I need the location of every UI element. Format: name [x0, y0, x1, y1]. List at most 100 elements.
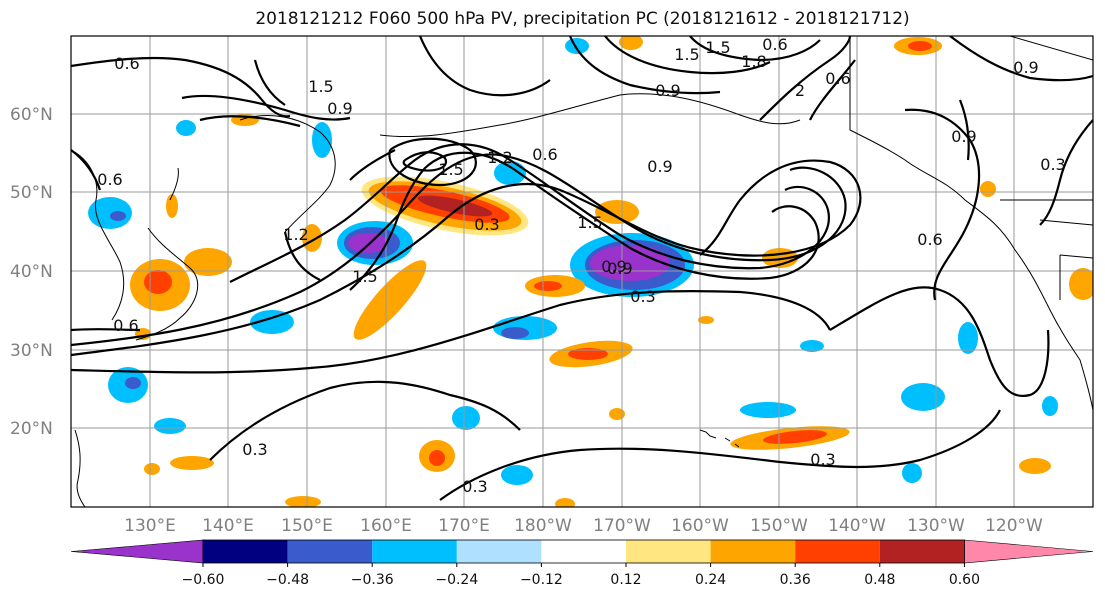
- pv-contours: [71, 36, 1093, 501]
- lon-label: 130°E: [124, 516, 176, 536]
- graticule: [71, 36, 1093, 507]
- coast-sakhalin: [169, 167, 179, 201]
- pos-anomaly-main-peak: [417, 195, 493, 217]
- contour-0.9-west: [71, 149, 102, 191]
- contour-north-1: [568, 36, 721, 95]
- contour-1.5-wave: [349, 151, 820, 291]
- colorbar-segment: [456, 540, 542, 563]
- neg-anomaly-far-east: [1042, 396, 1058, 416]
- contour-label: 0.6: [762, 35, 787, 54]
- pos-anomaly-small-1: [609, 408, 625, 420]
- contour-label: 0.3: [630, 287, 655, 306]
- lon-label: 170°W: [593, 516, 651, 536]
- neg-anomaly-south-japan-core: [125, 377, 141, 389]
- contour-1.2-north: [253, 59, 286, 106]
- neg-anomaly-main-peak: [590, 245, 670, 281]
- lat-label: 60°N: [10, 105, 53, 125]
- contour-closed-ring: [388, 137, 477, 187]
- pos-anomaly-korea-core: [144, 270, 172, 294]
- colorbar-arrow-high: [964, 539, 1094, 564]
- pos-anomaly-aleutian: [595, 200, 639, 224]
- map-frame: [70, 35, 1094, 508]
- pos-anomaly-central-core: [534, 281, 562, 291]
- pos-anomaly-south-central-core: [568, 348, 608, 360]
- lon-label: 180°W: [514, 516, 572, 536]
- contour-north-5: [809, 59, 856, 121]
- neg-anomaly-japan-sea: [88, 197, 132, 229]
- pos-anomaly-east-pacific: [1019, 458, 1051, 474]
- neg-anomaly-aleutian: [494, 161, 526, 185]
- colorbar-segment: [203, 540, 288, 563]
- lon-label: 120°W: [985, 516, 1043, 536]
- contour-label: 1.8: [741, 52, 766, 71]
- neg-anomaly-nw: [176, 120, 196, 136]
- lon-label: 170°E: [438, 516, 490, 536]
- coast-hawaii: [699, 429, 740, 448]
- lat-label: 30°N: [10, 341, 53, 361]
- contour-seg-1: [349, 149, 396, 181]
- contour-label: 0.9: [607, 259, 632, 278]
- colorbar-label: 0.36: [780, 572, 811, 588]
- contour-label: 0.9: [647, 157, 672, 176]
- contour-closed-small: [402, 151, 448, 172]
- neg-anomaly-east-coast: [958, 322, 978, 354]
- contour-0.9-nw: [199, 115, 301, 128]
- coast-aleutians: [379, 93, 801, 138]
- pos-anomaly-japan: [184, 248, 232, 276]
- contour-label: 0.3: [1040, 155, 1065, 174]
- state-borders: [1039, 219, 1093, 300]
- colorbar-segment: [795, 540, 880, 563]
- lon-label: 150°E: [281, 516, 333, 536]
- contour-label: 1.2: [487, 148, 512, 167]
- colorbar-segment: [710, 540, 796, 563]
- lat-label: 20°N: [10, 419, 53, 439]
- contour-0.3-east: [829, 286, 1050, 398]
- contour-label: 1.2: [283, 225, 308, 244]
- longitude-labels: 130°E 140°E 150°E 160°E 170°E 180°W 170°W 160°W…: [124, 516, 1043, 536]
- coast-kamchatka: [239, 115, 336, 233]
- colorbar-segment: [372, 540, 457, 563]
- lon-label: 130°W: [907, 516, 965, 536]
- pos-anomaly-west-band: [353, 260, 427, 340]
- contour-label: 0.9: [327, 99, 352, 118]
- neg-anomaly-hawaii-north: [740, 402, 796, 418]
- contour-label: 0.6: [97, 170, 122, 189]
- contour-label: 0.6: [114, 54, 139, 73]
- contour-label: 0.3: [242, 440, 267, 459]
- neg-anomaly-kamchatka: [312, 122, 332, 158]
- colorbar-segment: [287, 540, 373, 563]
- pos-anomaly-bottom: [285, 496, 321, 507]
- neg-anomaly-east: [901, 383, 945, 411]
- colorbar-segment: [879, 540, 965, 563]
- contour-label: 1.5: [352, 267, 377, 286]
- contour-label: 1.5: [674, 45, 699, 64]
- colorbar-segment: [541, 540, 626, 563]
- border-canada-1: [1009, 36, 1093, 61]
- contour-label: 0.9: [951, 127, 976, 146]
- contour-0.3-south: [71, 289, 831, 374]
- colorbar-outline: [202, 539, 965, 564]
- contour-0.6-wave: [71, 159, 862, 357]
- coast-japan: [135, 227, 199, 341]
- contour-0.6-east: [904, 108, 981, 301]
- colorbar-label: 0.60: [949, 572, 980, 588]
- neg-anomaly-japan-sea-core: [110, 211, 126, 221]
- neg-anomaly-south-central: [452, 406, 480, 430]
- contour-label: 2: [795, 81, 805, 100]
- contour-label: 1.5: [705, 38, 730, 57]
- pos-anomaly-sw-small: [144, 463, 160, 475]
- pos-anomaly-north: [619, 36, 643, 50]
- colorbar-label: 0.24: [695, 572, 726, 588]
- neg-anomaly-west-peak: [348, 233, 388, 253]
- contour-north-2: [604, 36, 771, 75]
- contour-0.6-japan: [71, 328, 141, 332]
- contour-0.3-ne: [1039, 119, 1093, 226]
- contour-0.9-coast: [958, 99, 970, 161]
- pos-anomaly-alaska-core: [908, 41, 932, 51]
- neg-anomaly-se: [902, 463, 922, 483]
- contour-label: 0.6: [825, 69, 850, 88]
- pos-anomaly-small-4: [980, 181, 996, 197]
- neg-anomaly-mid-west: [250, 310, 294, 334]
- contour-0.9-wave: [71, 153, 847, 347]
- contour-label: 1.5: [577, 213, 602, 232]
